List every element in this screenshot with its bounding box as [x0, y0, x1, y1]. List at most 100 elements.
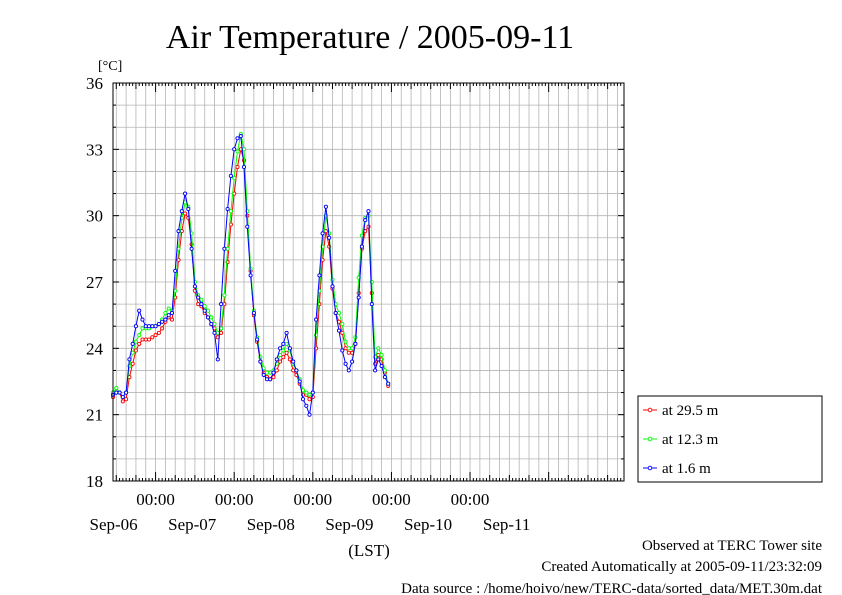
data-point: [209, 321, 214, 327]
data-point: [222, 246, 227, 251]
data-point: [219, 302, 224, 307]
data-point: [320, 231, 325, 236]
data-point: [235, 136, 240, 141]
data-point: [219, 330, 224, 335]
data-point: [343, 339, 348, 344]
legend-items: at 29.5 m at 12.3 m at 1.6 m: [643, 403, 719, 477]
data-point: [137, 308, 142, 313]
data-point: [156, 321, 161, 327]
data-point: [202, 304, 207, 309]
data-point: [382, 368, 387, 373]
data-point: [235, 149, 240, 154]
data-point: [173, 268, 178, 273]
data-point: [156, 330, 161, 335]
data-point: [261, 372, 266, 377]
data-point: [163, 317, 168, 322]
data-point: [287, 346, 292, 351]
x-date-label: Sep-06: [89, 515, 137, 534]
x-date-label: Sep-07: [168, 515, 217, 534]
data-point: [268, 370, 273, 375]
legend-swatch-marker: [647, 465, 653, 471]
data-point: [205, 308, 211, 313]
grid-lines: [113, 82, 624, 482]
series-3: [110, 134, 391, 417]
data-point: [356, 295, 361, 300]
data-point: [241, 147, 247, 152]
data-point: [176, 229, 181, 234]
data-point: [120, 394, 125, 400]
data-point: [153, 324, 158, 329]
data-point: [274, 357, 279, 362]
x-date-label: Sep-10: [404, 515, 452, 534]
data-point: [359, 244, 364, 249]
data-point: [300, 397, 306, 402]
data-point: [350, 359, 355, 364]
data-point: [150, 335, 155, 340]
data-point: [271, 370, 276, 375]
data-point: [340, 348, 345, 353]
data-point: [130, 350, 135, 355]
data-point: [199, 302, 204, 307]
data-point: [130, 341, 135, 346]
data-point: [379, 363, 384, 369]
data-point: [274, 368, 279, 373]
data-point: [376, 357, 381, 362]
y-axis-unit-label: [°C]: [98, 59, 122, 74]
data-point: [294, 368, 299, 373]
data-point: [323, 204, 328, 209]
data-point: [232, 147, 237, 152]
data-point: [336, 310, 342, 316]
data-point: [228, 173, 233, 178]
y-tick-label: 30: [86, 207, 103, 226]
legend-box: [637, 395, 823, 483]
data-point: [310, 390, 315, 395]
data-point: [196, 295, 201, 300]
data-point: [379, 352, 384, 358]
data-point: [346, 368, 351, 373]
data-point: [317, 273, 322, 278]
data-point: [241, 164, 247, 170]
data-point: [363, 218, 368, 223]
y-tick-label: 21: [86, 406, 103, 425]
data-point: [297, 379, 302, 384]
data-point: [248, 273, 253, 278]
data-point: [186, 206, 191, 212]
data-point: [238, 134, 243, 139]
data-point: [169, 310, 175, 316]
legend-label: at 12.3 m: [662, 432, 719, 448]
data-point: [146, 337, 152, 342]
y-tick-label: 33: [86, 140, 103, 159]
data-point: [376, 346, 381, 351]
data-point: [232, 176, 237, 181]
legend-item: at 1.6 m: [643, 461, 711, 477]
x-tick-label: 00:00: [215, 490, 254, 509]
data-point: [212, 330, 217, 335]
data-point: [284, 341, 289, 346]
legend-label: at 29.5 m: [662, 403, 719, 419]
data-point: [228, 209, 233, 214]
data-point: [117, 390, 122, 395]
x-date-label: Sep-09: [325, 515, 373, 534]
data-point: [287, 357, 292, 362]
data-point: [278, 352, 283, 358]
data-point: [192, 284, 197, 289]
y-tick-label: 18: [86, 472, 103, 491]
data-point: [291, 368, 296, 373]
data-point: [137, 333, 142, 338]
data-point: [133, 339, 138, 344]
data-point: [307, 397, 312, 402]
data-point: [166, 313, 171, 318]
data-point: [255, 337, 260, 342]
data-point: [225, 246, 230, 251]
legend-swatch-marker: [647, 407, 653, 413]
data-point: [209, 315, 214, 320]
data-point: [336, 328, 342, 333]
data-point: [202, 308, 207, 313]
data-point: [150, 324, 155, 329]
data-point: [304, 403, 309, 408]
data-point: [133, 348, 138, 353]
x-tick-labels: 00:00 Sep-06 00:00 Sep-07 00:00 Sep-08 00:00 Se…: [89, 490, 530, 534]
y-tick-label: 24: [86, 339, 104, 358]
data-point: [225, 206, 230, 212]
